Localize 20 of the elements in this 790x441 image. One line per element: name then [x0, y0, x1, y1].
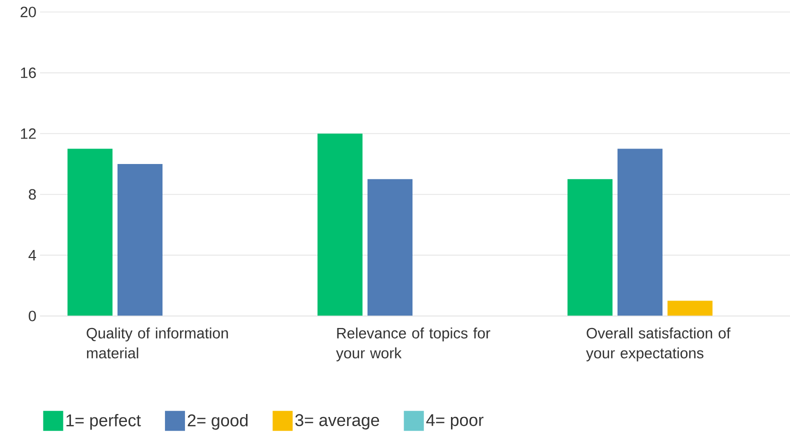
y-tick-label: 0 [28, 310, 36, 322]
legend-label: 3= average [295, 414, 380, 430]
legend-label: 1= perfect [66, 414, 141, 430]
y-tick-label: 4 [28, 250, 36, 260]
bar [68, 148, 113, 316]
y-tick-label: 12 [21, 128, 36, 139]
legend-label: 2= good [188, 414, 248, 430]
x-tick-label: Quality of information material [86, 328, 228, 358]
bar [668, 300, 713, 316]
y-tick-label: 8 [28, 189, 36, 200]
x-tick-label: Relevance of topics for your work [336, 328, 490, 362]
bar [318, 134, 363, 316]
bar [118, 164, 163, 316]
y-tick-label: 20 [20, 6, 36, 18]
bar [568, 179, 613, 316]
legend-label: 4= poor [426, 414, 484, 430]
x-tick-label: Overall satisfaction of your expectations [586, 328, 731, 362]
bar [368, 179, 413, 316]
bar [618, 148, 663, 316]
y-tick-label: 16 [21, 67, 36, 78]
